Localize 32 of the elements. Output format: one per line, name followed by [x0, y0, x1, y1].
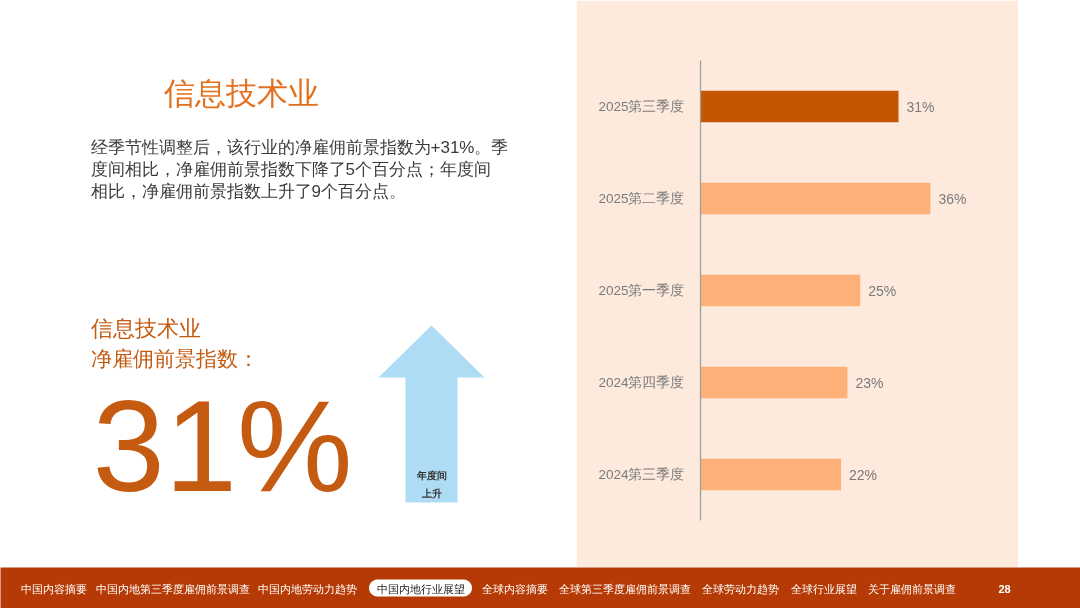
text: 中国内地第三季度雇佣前景调查 [95, 582, 250, 595]
bar [700, 90, 899, 123]
text: 关于雇佣前景调查 [867, 582, 956, 595]
bar [700, 366, 848, 399]
y-tick-label: 2024第四季度 [598, 375, 685, 390]
data-label: 25% [868, 282, 897, 299]
text: 28 [998, 582, 1011, 595]
text: 中国内地行业展望 [376, 582, 465, 595]
text: 中国内地劳动力趋势 [258, 582, 357, 595]
bar [700, 274, 861, 307]
data-label: 22% [849, 466, 878, 483]
text: 全球行业展望 [790, 582, 857, 595]
y-tick-label: 2025第一季度 [598, 283, 685, 298]
text: 经季节性调整后，该行业的净雇佣前景指数为+31%。季度间相比，净雇佣前景指数下降了5个百分点；年度间相比，净雇佣前景指数上升了9个百分点。 [90, 138, 509, 201]
text: 全球第三季度雇佣前景调查 [558, 582, 691, 595]
bar [700, 458, 842, 491]
text: 全球内容摘要 [481, 582, 548, 595]
bar [700, 182, 931, 215]
y-tick-label: 2025第三季度 [598, 99, 685, 114]
text: 净雇佣前景指数： [90, 347, 259, 370]
data-label: 31% [906, 98, 935, 115]
text: 上升 [420, 488, 442, 499]
text: 信息技术业 [163, 76, 319, 111]
text: 31% [92, 372, 353, 519]
y-tick-label: 2024第三季度 [598, 467, 685, 482]
text: 中国内容摘要 [20, 582, 87, 595]
text: 信息技术业 [90, 316, 201, 341]
data-label: 23% [855, 374, 884, 391]
data-label: 36% [938, 190, 967, 207]
text: 全球劳动力趋势 [702, 582, 779, 595]
text: 年度间 [415, 470, 447, 481]
y-tick-label: 2025第二季度 [598, 191, 685, 206]
